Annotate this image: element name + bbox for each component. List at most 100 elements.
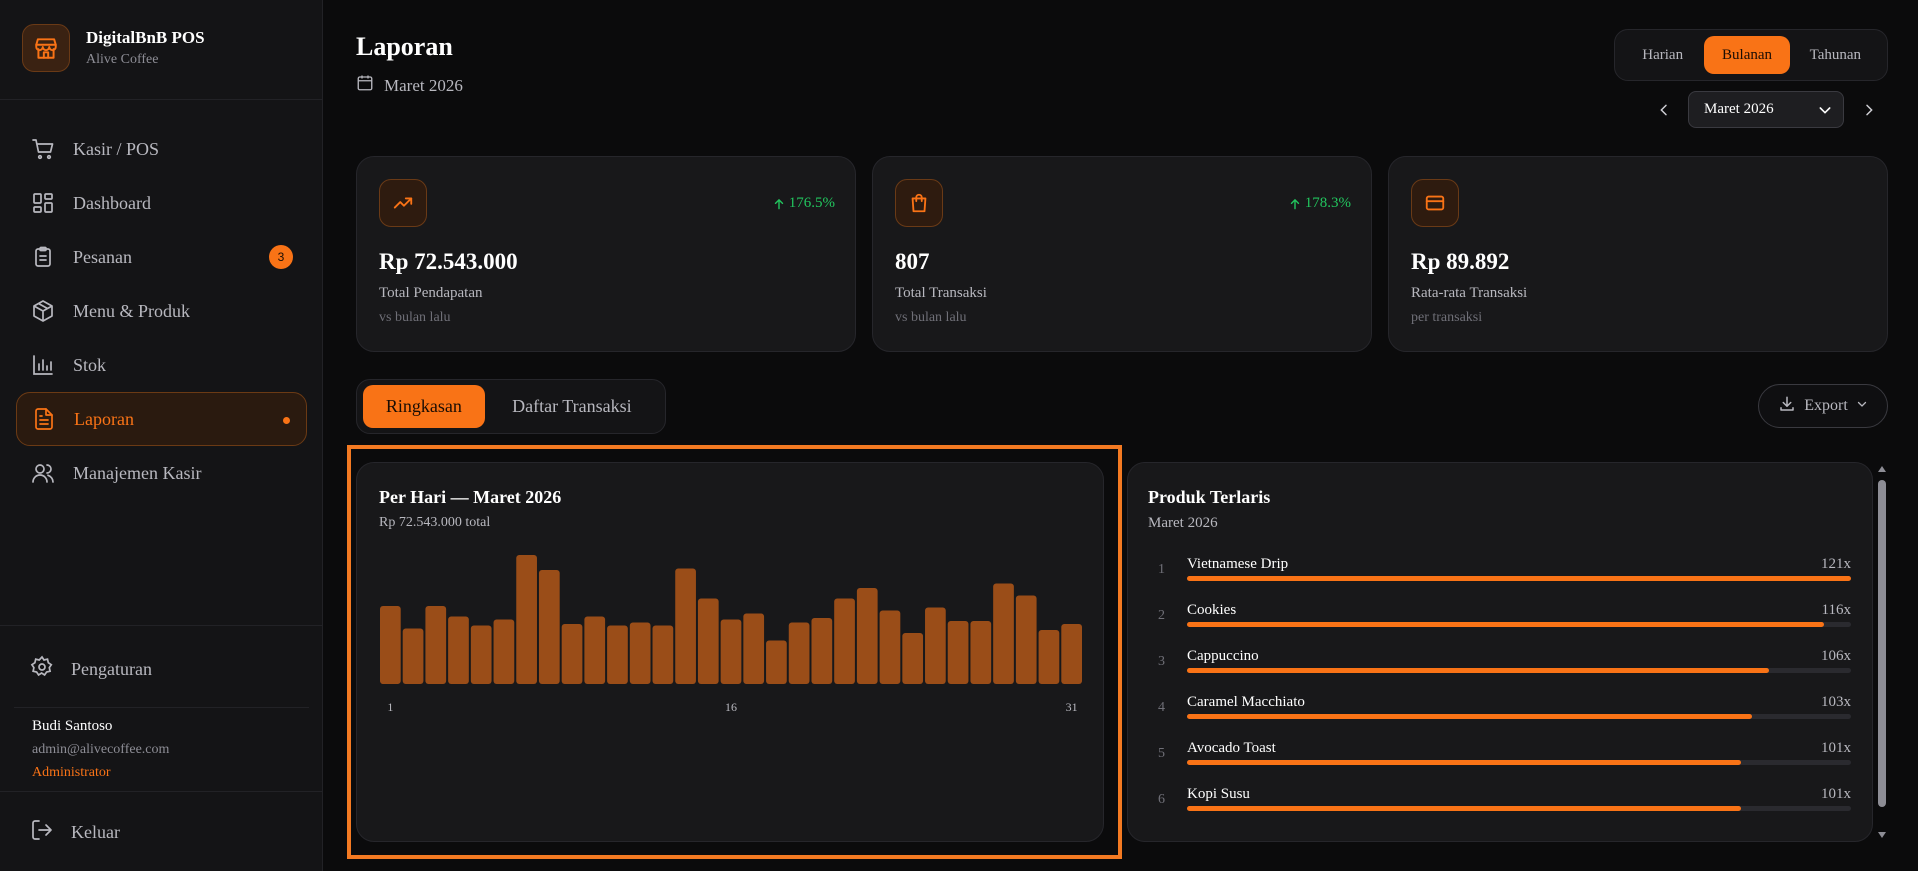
chart-bar-day-30[interactable] — [1038, 630, 1060, 684]
arrow-up-icon — [774, 198, 783, 209]
box-icon — [30, 298, 56, 324]
sidebar-item-manajemen-kasir[interactable]: Manajemen Kasir — [16, 446, 307, 500]
chevron-down-icon — [1819, 107, 1831, 114]
chart-bar-day-22[interactable] — [856, 588, 878, 684]
sidebar-item-label: Stok — [73, 354, 107, 375]
product-count: 116x — [1821, 602, 1851, 618]
chart-bar-day-13[interactable] — [652, 625, 674, 685]
product-bar-track — [1187, 760, 1851, 765]
trending-up-icon — [379, 179, 427, 227]
chart-bar-day-27[interactable] — [970, 621, 992, 684]
scrollbar-thumb[interactable] — [1878, 480, 1886, 807]
chart-bar-day-31[interactable] — [1061, 624, 1082, 684]
stat-change-value: 178.3% — [1304, 195, 1351, 211]
chart-bar-day-23[interactable] — [879, 610, 901, 685]
product-rank: 4 — [1158, 700, 1165, 715]
product-bar-track — [1187, 622, 1851, 627]
list-item: 5 Avocado Toast 101x — [1158, 740, 1851, 786]
scrollbar-down-arrow[interactable] — [1878, 832, 1886, 838]
chart-bar-day-19[interactable] — [788, 622, 810, 685]
tab-tahunan[interactable]: Tahunan — [1809, 46, 1862, 63]
list-item: 4 Caramel Macchiato 103x — [1158, 694, 1851, 740]
chart-bar-day-4[interactable] — [448, 616, 469, 685]
chart-bar-day-11[interactable] — [607, 625, 628, 685]
product-rank: 5 — [1158, 746, 1165, 761]
chart-bar-day-28[interactable] — [993, 583, 1014, 685]
chart-bar-day-15[interactable] — [697, 598, 719, 685]
chart-bar-day-18[interactable] — [766, 640, 787, 685]
chart-bar-day-16[interactable] — [720, 619, 742, 685]
download-icon — [1778, 395, 1796, 418]
sidebar-item-stok[interactable]: Stok — [16, 338, 307, 392]
product-bar-track — [1187, 576, 1851, 581]
chart-bar-day-21[interactable] — [834, 598, 855, 685]
product-bar-fill — [1187, 760, 1742, 765]
sidebar-item-pesanan[interactable]: Pesanan 3 — [16, 230, 307, 284]
top-products-card: Produk Terlaris Maret 2026 1 Vietnamese … — [1127, 462, 1873, 842]
chart-bar-day-7[interactable] — [516, 555, 537, 684]
sidebar-item-laporan[interactable]: Laporan — [16, 392, 307, 446]
chart-bar-day-3[interactable] — [425, 606, 447, 684]
tab-daftar-transaksi[interactable]: Daftar Transaksi — [512, 396, 632, 416]
chart-bar-day-8[interactable] — [538, 570, 560, 684]
top-products-title: Produk Terlaris — [1148, 487, 1271, 507]
user-name: Budi Santoso — [32, 718, 113, 734]
chart-bar-day-29[interactable] — [1015, 595, 1037, 685]
sidebar: DigitalBnB POS Alive Coffee Kasir / POS … — [0, 0, 323, 871]
scrollbar-up-arrow[interactable] — [1878, 466, 1886, 472]
tab-harian[interactable]: Harian — [1642, 46, 1684, 63]
chart-bar-day-12[interactable] — [629, 622, 651, 685]
product-bar-fill — [1187, 806, 1742, 811]
settings-button[interactable]: Pengaturan — [30, 655, 152, 684]
stat-sub: per transaksi — [1411, 310, 1483, 325]
chart-bar-day-9[interactable] — [561, 624, 583, 684]
sidebar-item-menu-produk[interactable]: Menu & Produk — [16, 284, 307, 338]
product-rank: 2 — [1158, 608, 1165, 623]
month-select-value: Maret 2026 — [1704, 101, 1774, 117]
chart-bar-day-25[interactable] — [925, 607, 946, 685]
chart-bar-day-5[interactable] — [470, 625, 492, 685]
user-profile: Budi Santoso admin@alivecoffee.com Admin… — [32, 718, 169, 781]
product-name: Caramel Macchiato — [1187, 694, 1305, 710]
product-count: 106x — [1821, 648, 1851, 664]
sidebar-item-kasir[interactable]: Kasir / POS — [16, 122, 307, 176]
user-role: Administrator — [32, 765, 111, 780]
sidebar-item-dashboard[interactable]: Dashboard — [16, 176, 307, 230]
chart-bar-day-14[interactable] — [675, 568, 696, 685]
stat-sub: vs bulan lalu — [895, 310, 967, 325]
chart-bar-day-6[interactable] — [493, 619, 515, 685]
stat-change: 178.3% — [1288, 195, 1351, 212]
tab-bulanan[interactable]: Bulanan — [1704, 36, 1790, 74]
top-products-subtitle: Maret 2026 — [1148, 515, 1218, 531]
users-icon — [30, 460, 56, 486]
chart-bar-day-2[interactable] — [402, 628, 424, 685]
sidebar-divider — [14, 707, 309, 708]
chart-bar-day-10[interactable] — [584, 616, 606, 685]
chart-bar-day-24[interactable] — [902, 633, 924, 684]
logout-icon — [30, 818, 54, 847]
product-name: Vietnamese Drip — [1187, 556, 1289, 572]
active-indicator-dot — [283, 417, 290, 424]
chevron-left-icon — [1660, 104, 1667, 116]
chart-bar-day-20[interactable] — [811, 618, 833, 684]
month-select[interactable]: Maret 2026 — [1688, 91, 1844, 128]
stat-card-transactions: 178.3% 807 Total Transaksi vs bulan lalu — [872, 156, 1372, 352]
chart-bar-day-1[interactable] — [380, 606, 401, 684]
chart-bar-day-26[interactable] — [947, 621, 969, 684]
product-bar-track — [1187, 806, 1851, 811]
logout-button[interactable]: Keluar — [30, 818, 120, 847]
credit-card-icon — [1411, 179, 1459, 227]
stat-label: Rata-rata Transaksi — [1411, 285, 1528, 301]
x-tick-label: 1 — [387, 700, 393, 714]
arrow-up-icon — [1290, 198, 1299, 209]
next-month-button[interactable] — [1857, 98, 1881, 122]
previous-month-button[interactable] — [1652, 98, 1676, 122]
product-rank: 6 — [1158, 792, 1165, 807]
export-button[interactable]: Export — [1758, 384, 1888, 428]
cart-icon — [30, 136, 56, 162]
chart-bar-day-17[interactable] — [743, 613, 765, 685]
tab-ringkasan[interactable]: Ringkasan — [363, 385, 485, 428]
sidebar-item-label: Manajemen Kasir — [73, 462, 202, 483]
stat-change-value: 176.5% — [788, 195, 835, 211]
sidebar-item-label: Menu & Produk — [73, 300, 190, 321]
